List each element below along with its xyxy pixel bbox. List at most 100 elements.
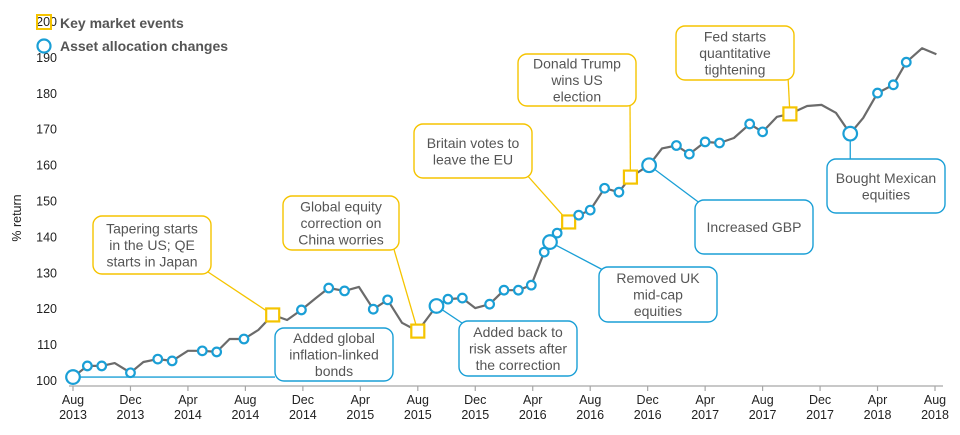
allocation-change-point xyxy=(367,303,379,315)
allocation-change-point xyxy=(125,367,136,379)
leader-line xyxy=(549,241,606,272)
callout-label: Increased GBP xyxy=(707,219,802,235)
callout-allocation: Bought Mexican equities xyxy=(826,158,946,214)
legend-label-allocations: Asset allocation changes xyxy=(60,38,228,54)
allocation-change-point xyxy=(671,140,682,151)
x-tick-label: Aug 2013 xyxy=(59,393,87,422)
leader-line xyxy=(204,269,274,316)
callout-box xyxy=(694,199,814,255)
allocation-change-point xyxy=(339,285,350,297)
callout-label: Donald Trump wins US election xyxy=(533,56,621,105)
callout-allocation: Added global inflation-linked bonds xyxy=(274,327,394,382)
allocation-change-point xyxy=(81,360,93,372)
allocation-change-point xyxy=(714,137,725,149)
y-tick-label: 150 xyxy=(36,195,57,209)
x-tick-label: Apr 2017 xyxy=(691,393,719,422)
x-tick-label: Apr 2015 xyxy=(346,393,374,422)
callout-label: Bought Mexican equities xyxy=(836,170,936,203)
callout-box xyxy=(517,53,637,107)
allocation-change-point xyxy=(196,345,208,357)
callout-label: Added back to risk assets after the correc… xyxy=(469,324,567,373)
allocation-change-point xyxy=(166,355,178,367)
x-tick-label: Dec 2017 xyxy=(806,393,834,422)
x-tick-label: Aug 2018 xyxy=(921,393,949,422)
legend-square-icon xyxy=(36,14,52,30)
callout-allocation: Increased GBP xyxy=(694,199,814,255)
market-event-point xyxy=(265,307,281,323)
leader-lines xyxy=(73,75,851,378)
markers xyxy=(65,56,912,385)
x-tick-label: Aug 2017 xyxy=(749,393,777,422)
y-tick-label: 100 xyxy=(36,374,57,388)
market-event-point xyxy=(782,106,798,122)
x-tick-label: Apr 2018 xyxy=(864,393,892,422)
y-axis-label: % return xyxy=(10,194,24,241)
callout-label: Britain votes to leave the EU xyxy=(427,135,520,168)
callout-box xyxy=(458,320,578,377)
callout-label: Fed starts quantitative tightening xyxy=(699,29,771,78)
callout-event: Britain votes to leave the EU xyxy=(413,123,533,179)
callout-box xyxy=(92,215,212,275)
callout-box xyxy=(598,266,718,323)
allocation-change-point xyxy=(152,353,164,365)
x-tick-label: Dec 2015 xyxy=(461,393,489,422)
y-tick-label: 140 xyxy=(36,230,57,244)
x-tick-label: Dec 2016 xyxy=(634,393,662,422)
allocation-change-highlight xyxy=(65,369,81,385)
allocation-change-point xyxy=(323,282,335,294)
legend: Key market events Asset allocation chang… xyxy=(36,14,228,54)
leader-line xyxy=(525,173,570,223)
x-tick-label: Aug 2014 xyxy=(231,393,259,422)
allocation-change-point xyxy=(584,204,596,216)
allocation-change-point xyxy=(525,279,537,291)
allocation-change-point xyxy=(498,284,510,296)
y-tick-label: 170 xyxy=(36,123,57,137)
callouts: Tapering starts in the US; QE starts in Ja… xyxy=(92,25,946,382)
allocation-change-point xyxy=(872,87,883,99)
callout-label: Global equity correction on China worries xyxy=(298,199,384,248)
y-tick-label: 160 xyxy=(36,159,57,173)
x-tick-label: Dec 2013 xyxy=(117,393,145,422)
allocation-change-point xyxy=(211,346,223,358)
callout-label: Removed UK mid-cap equities xyxy=(616,270,700,319)
y-tick-label: 200 xyxy=(36,15,57,29)
y-tick-label: 130 xyxy=(36,266,57,280)
allocation-change-point xyxy=(599,182,610,194)
allocation-change-point xyxy=(887,79,899,91)
allocation-change-point xyxy=(757,126,768,138)
x-tick-label: Dec 2014 xyxy=(289,393,317,422)
allocation-change-point xyxy=(96,360,108,372)
allocation-change-point xyxy=(683,148,695,160)
legend-circle-icon xyxy=(36,38,52,54)
legend-label-events: Key market events xyxy=(60,15,184,31)
leader-line xyxy=(648,164,702,205)
x-tick-label: Apr 2016 xyxy=(519,393,547,422)
y-tick-label: 120 xyxy=(36,302,57,316)
allocation-change-point xyxy=(456,292,468,304)
allocation-change-highlight xyxy=(542,234,558,250)
callout-allocation: Added back to risk assets after the correc… xyxy=(458,320,578,377)
allocation-change-highlight xyxy=(428,298,445,314)
x-axis: Aug 2013 Dec 2013 Apr 2014 Aug 2014 Dec 2014 Apr 20… xyxy=(59,385,949,422)
y-axis: 100 110 120 130 140 150 160 170 180 190 200 xyxy=(36,15,57,388)
callout-label: Added global inflation-linked bonds xyxy=(289,330,379,379)
allocation-change-highlight xyxy=(641,157,658,174)
callout-box xyxy=(826,158,946,214)
callout-box xyxy=(274,327,394,382)
market-event-point xyxy=(622,169,639,185)
allocation-change-point xyxy=(484,298,496,310)
y-tick-label: 110 xyxy=(37,338,57,352)
allocation-change-point xyxy=(699,136,711,148)
allocation-change-point xyxy=(382,294,394,306)
y-tick-label: 190 xyxy=(36,51,57,65)
callout-box xyxy=(413,123,533,179)
callout-allocation: Removed UK mid-cap equities xyxy=(598,266,718,323)
market-event-point xyxy=(410,323,426,339)
x-tick-label: Apr 2014 xyxy=(174,393,202,422)
x-tick-label: Aug 2016 xyxy=(576,393,604,422)
leader-line xyxy=(392,245,419,332)
callout-event: Tapering starts in the US; QE starts in Ja… xyxy=(92,215,212,275)
allocation-change-point xyxy=(512,284,524,296)
callout-label: Tapering starts in the US; QE starts in Ja… xyxy=(106,221,198,270)
